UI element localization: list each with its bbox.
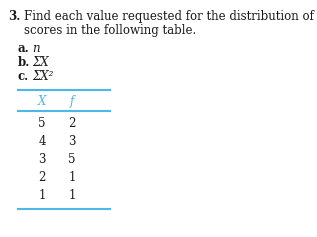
Text: 5: 5 — [38, 117, 46, 130]
Text: 5: 5 — [68, 153, 76, 166]
Text: X: X — [38, 95, 46, 108]
Text: 3.: 3. — [8, 10, 20, 23]
Text: 2: 2 — [68, 117, 76, 130]
Text: c.: c. — [18, 70, 29, 83]
Text: f: f — [70, 95, 74, 108]
Text: 3: 3 — [68, 135, 76, 148]
Text: n: n — [32, 42, 40, 55]
Text: Find each value requested for the distribution of: Find each value requested for the distri… — [24, 10, 314, 23]
Text: b.: b. — [18, 56, 30, 69]
Text: 1: 1 — [38, 189, 46, 202]
Text: 2: 2 — [38, 171, 46, 184]
Text: ΣX: ΣX — [32, 56, 49, 69]
Text: a.: a. — [18, 42, 30, 55]
Text: 1: 1 — [68, 189, 76, 202]
Text: 4: 4 — [38, 135, 46, 148]
Text: 3: 3 — [38, 153, 46, 166]
Text: scores in the following table.: scores in the following table. — [24, 24, 196, 37]
Text: 1: 1 — [68, 171, 76, 184]
Text: ΣX²: ΣX² — [32, 70, 53, 83]
